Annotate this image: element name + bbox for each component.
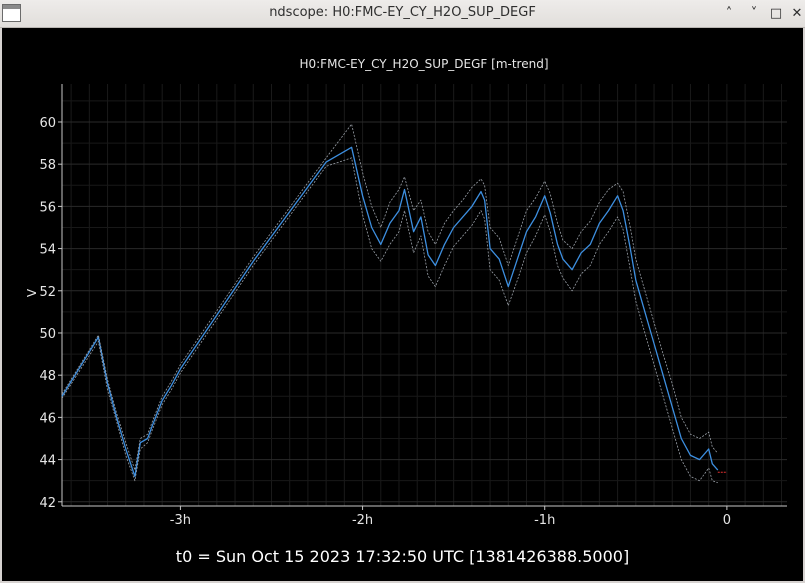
y-tick-label: 54 — [39, 243, 56, 258]
x-tick-label: -3h — [170, 513, 191, 528]
chart-title: H0:FMC-EY_CY_H2O_SUP_DEGF [m-trend] — [299, 57, 548, 71]
y-tick-label: 48 — [39, 369, 56, 384]
close-button[interactable]: ✕ — [791, 6, 803, 21]
series-max-line — [61, 123, 719, 471]
y-tick-label: 52 — [39, 285, 56, 300]
y-tick-label: 50 — [39, 327, 56, 342]
series-min-line — [61, 157, 718, 484]
window-title: ndscope: H0:FMC-EY_CY_H2O_SUP_DEGF — [269, 5, 536, 20]
app-window-icon[interactable] — [2, 4, 21, 22]
trend-chart[interactable]: H0:FMC-EY_CY_H2O_SUP_DEGF [m-trend] V 42… — [2, 28, 803, 581]
y-tick-label: 60 — [39, 116, 56, 131]
x-tick-label: 0 — [723, 513, 731, 528]
y-tick-label: 46 — [39, 411, 56, 426]
plot-area[interactable]: H0:FMC-EY_CY_H2O_SUP_DEGF [m-trend] V 42… — [2, 28, 803, 581]
restore-button[interactable]: ˅ — [750, 6, 758, 21]
y-tick-label: 42 — [39, 496, 56, 511]
series-mean-line — [61, 146, 719, 478]
y-tick-label: 56 — [39, 200, 56, 215]
maximize-button[interactable]: □ — [769, 6, 783, 21]
y-tick-label: 44 — [39, 454, 56, 469]
y-axis-label: V — [25, 288, 39, 297]
x-tick-label: -1h — [534, 513, 555, 528]
y-tick-label: 58 — [39, 158, 56, 173]
window-titlebar[interactable]: ndscope: H0:FMC-EY_CY_H2O_SUP_DEGF ˄ ˅ □… — [0, 0, 805, 28]
x-tick-label: -2h — [352, 513, 373, 528]
t0-status-text: t0 = Sun Oct 15 2023 17:32:50 UTC [13814… — [175, 547, 630, 566]
minimize-button[interactable]: ˄ — [725, 6, 733, 21]
